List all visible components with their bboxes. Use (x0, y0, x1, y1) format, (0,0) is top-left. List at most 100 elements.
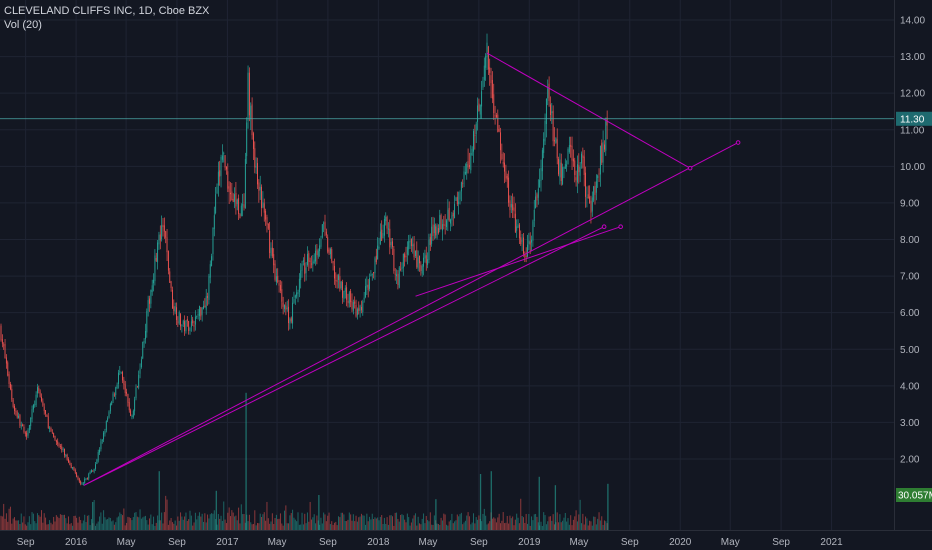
volume-bar (117, 516, 119, 530)
volume-bar (540, 521, 542, 530)
volume-bar (35, 523, 37, 530)
volume-bar (124, 525, 126, 530)
candlestick-series (0, 33, 608, 486)
x-tick-label: Sep (168, 537, 186, 548)
volume-bar (312, 517, 314, 530)
candle-body (32, 404, 34, 410)
volume-bar (599, 520, 601, 530)
candle-body (292, 302, 294, 324)
volume-bar (101, 523, 103, 530)
volume-bar (319, 524, 321, 530)
candle-body (420, 265, 422, 271)
volume-bar (471, 522, 473, 530)
candle-body (42, 401, 44, 406)
y-tick-label: 13.00 (900, 52, 925, 63)
volume-bar (365, 524, 366, 530)
time-axis[interactable]: Sep 2016 May Sep 2017 May Sep 2018 May Sep 2019 May… (17, 537, 843, 548)
volume-bar (126, 522, 128, 530)
candle-body (394, 273, 396, 275)
volume-bar (429, 512, 431, 530)
volume-bar (111, 521, 113, 530)
volume-bar (146, 520, 148, 530)
volume-bar (281, 523, 283, 530)
candle-body (382, 233, 384, 239)
candle-body (248, 72, 250, 116)
candle-body (329, 249, 331, 255)
candle-body (423, 257, 424, 267)
candle-body (398, 267, 400, 288)
volume-bar (275, 514, 277, 530)
volume-bar (95, 525, 96, 530)
candle-body (263, 203, 265, 213)
candle-body (475, 123, 477, 135)
candle-body (142, 341, 144, 359)
volume-bar (548, 516, 550, 530)
volume-bar (143, 516, 145, 530)
volume-bar (223, 501, 225, 530)
candle-body (452, 212, 454, 217)
volume-bar (375, 518, 377, 530)
candle-body (58, 444, 60, 447)
candle-body (207, 296, 208, 298)
volume-spike (318, 495, 320, 530)
volume-bar (301, 512, 303, 530)
volume-bar (108, 517, 110, 530)
candle-body (244, 159, 246, 209)
symbol-title[interactable]: CLEVELAND CLIFFS INC, 1D, Cboe BZX (4, 5, 210, 17)
volume-bar (227, 512, 229, 530)
candle-body (544, 120, 546, 142)
volume-bar (425, 515, 427, 530)
candle-body (528, 240, 530, 244)
candle-body (167, 251, 169, 271)
volume-bar (537, 522, 539, 530)
volume-spike (215, 490, 217, 530)
volume-indicator-label[interactable]: Vol (20) (4, 19, 42, 31)
trendlines[interactable] (83, 52, 741, 486)
trendline-handle (618, 224, 623, 229)
candle-body (37, 386, 38, 394)
candle-body (180, 314, 181, 327)
volume-bar (266, 501, 268, 530)
candle-body (251, 104, 253, 136)
volume-bar (359, 516, 361, 530)
candle-body (149, 298, 150, 304)
volume-bar (153, 516, 155, 530)
candle-body (520, 237, 522, 245)
candle-body (343, 290, 345, 299)
candle-body (370, 274, 372, 276)
volume-bar (235, 515, 237, 530)
volume-bar (99, 516, 101, 530)
volume-bar (309, 501, 311, 530)
volume-bar (7, 521, 9, 530)
candle-body (66, 454, 68, 460)
volume-bar (520, 498, 522, 530)
candle-body (3, 344, 5, 346)
volume-bar (86, 515, 88, 530)
candle-body (169, 271, 171, 283)
volume-bar (316, 515, 318, 530)
volume-bar (147, 524, 149, 530)
candle-body (383, 219, 385, 236)
volume-bar (306, 512, 308, 530)
volume-bar (398, 521, 400, 530)
volume-bar (522, 517, 524, 530)
candle-body (163, 225, 165, 232)
candle-body (361, 307, 362, 311)
candle-body (524, 255, 526, 257)
candle-body (540, 168, 542, 181)
volume-bar (41, 510, 42, 530)
volume-bar (356, 521, 358, 530)
candle-body (474, 134, 476, 136)
volume-bar (382, 524, 384, 530)
volume-bar (3, 503, 5, 530)
candle-body (51, 432, 53, 434)
price-axis[interactable]: 14.00 13.00 12.00 11.00 10.00 9.00 8.00 7.00 6.0… (900, 16, 925, 466)
candle-body (296, 292, 298, 297)
candle-body (302, 260, 304, 262)
x-tick-label: May (268, 537, 287, 548)
candle-body (358, 308, 360, 311)
trendline-handle (735, 140, 741, 145)
volume-bar (572, 519, 574, 530)
candle-body (95, 464, 96, 469)
